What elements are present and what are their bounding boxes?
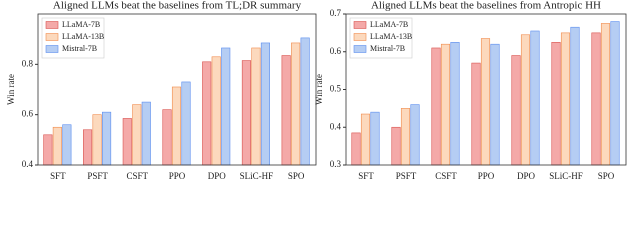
bar: [202, 61, 212, 166]
bar: [490, 43, 500, 166]
y-tick-label: 0.5: [330, 84, 342, 94]
bar: [410, 104, 420, 166]
bar: [471, 62, 481, 166]
y-tick-label: 0.4: [330, 121, 342, 131]
plot-frame: [37, 13, 317, 166]
bar: [591, 32, 601, 166]
bar: [610, 21, 620, 166]
chart-title: Aligned LLMs beat the baselines from TL;…: [53, 0, 302, 12]
y-tick-label: 0.4: [22, 159, 34, 169]
bar: [281, 55, 291, 166]
legend-swatch: [353, 45, 367, 53]
x-tick-label: DPO: [517, 171, 536, 181]
bar: [260, 42, 270, 166]
bar: [92, 114, 102, 166]
bar: [52, 126, 62, 166]
x-tick-label: PSFT: [396, 171, 417, 181]
legend-label: LLaMA-7B: [370, 20, 408, 29]
bar: [300, 37, 310, 166]
bar: [122, 118, 132, 166]
bar: [511, 55, 521, 166]
legend-swatch: [45, 45, 59, 53]
legend-label: LLaMA-13B: [62, 32, 104, 41]
bar: [291, 42, 301, 166]
y-tick-label: 0.7: [330, 8, 342, 18]
bar: [400, 108, 411, 166]
bar: [171, 86, 182, 166]
bar: [551, 42, 561, 166]
x-tick-label: SLiC-HF: [240, 171, 274, 181]
legend-swatch: [45, 21, 59, 29]
legend-label: LLaMA-7B: [62, 20, 100, 29]
legend-swatch: [45, 33, 59, 41]
x-tick-label: SFT: [50, 171, 66, 181]
bar: [351, 132, 361, 166]
y-tick-label: 0.6: [330, 46, 342, 56]
bar: [43, 134, 53, 166]
bar: [450, 42, 460, 166]
x-tick-label: CSFT: [127, 171, 149, 181]
bar: [102, 111, 112, 166]
bar: [520, 34, 531, 166]
legend-label: LLaMA-13B: [370, 32, 412, 41]
y-axis-label: Win rate: [6, 74, 16, 105]
legend-swatch: [353, 21, 367, 29]
x-tick-label: SPO: [288, 171, 305, 181]
bar: [141, 101, 151, 166]
bar: [211, 56, 221, 166]
bar: [251, 47, 261, 166]
bar: [241, 60, 251, 166]
legend-swatch: [353, 33, 367, 41]
plot-frame: [345, 13, 627, 166]
bar: [431, 47, 441, 166]
bar: [600, 23, 611, 166]
figure: Aligned LLMs beat the baselines from TL;…: [6, 0, 627, 181]
x-tick-label: SLiC-HF: [549, 171, 583, 181]
chart-title: Aligned LLMs beat the baselines from Ant…: [371, 0, 601, 12]
y-tick-label: 0.3: [330, 159, 342, 169]
bar: [132, 104, 142, 166]
bar: [83, 129, 93, 166]
x-tick-label: CSFT: [435, 171, 457, 181]
bar: [391, 126, 401, 166]
legend-label: Mistral-7B: [370, 44, 405, 53]
x-tick-label: PPO: [169, 171, 186, 181]
bar: [570, 26, 580, 166]
x-tick-label: DPO: [208, 171, 227, 181]
bar: [560, 32, 571, 166]
bar: [360, 113, 371, 166]
x-tick-label: SPO: [598, 171, 615, 181]
bar: [370, 111, 380, 166]
bar: [62, 124, 72, 166]
page: Aligned LLMs beat the baselines from TL;…: [6, 0, 627, 182]
bar: [530, 30, 540, 166]
y-tick-label: 0.8: [22, 58, 34, 68]
bar: [440, 43, 451, 166]
bar: [221, 47, 231, 166]
legend-label: Mistral-7B: [62, 44, 97, 53]
x-tick-label: SFT: [358, 171, 374, 181]
x-tick-label: PSFT: [87, 171, 108, 181]
bar: [162, 109, 172, 166]
y-axis-label: Win rate: [314, 74, 324, 105]
y-tick-label: 0.6: [22, 109, 34, 119]
bar: [181, 81, 191, 166]
bar: [480, 38, 491, 166]
x-tick-label: PPO: [478, 171, 495, 181]
